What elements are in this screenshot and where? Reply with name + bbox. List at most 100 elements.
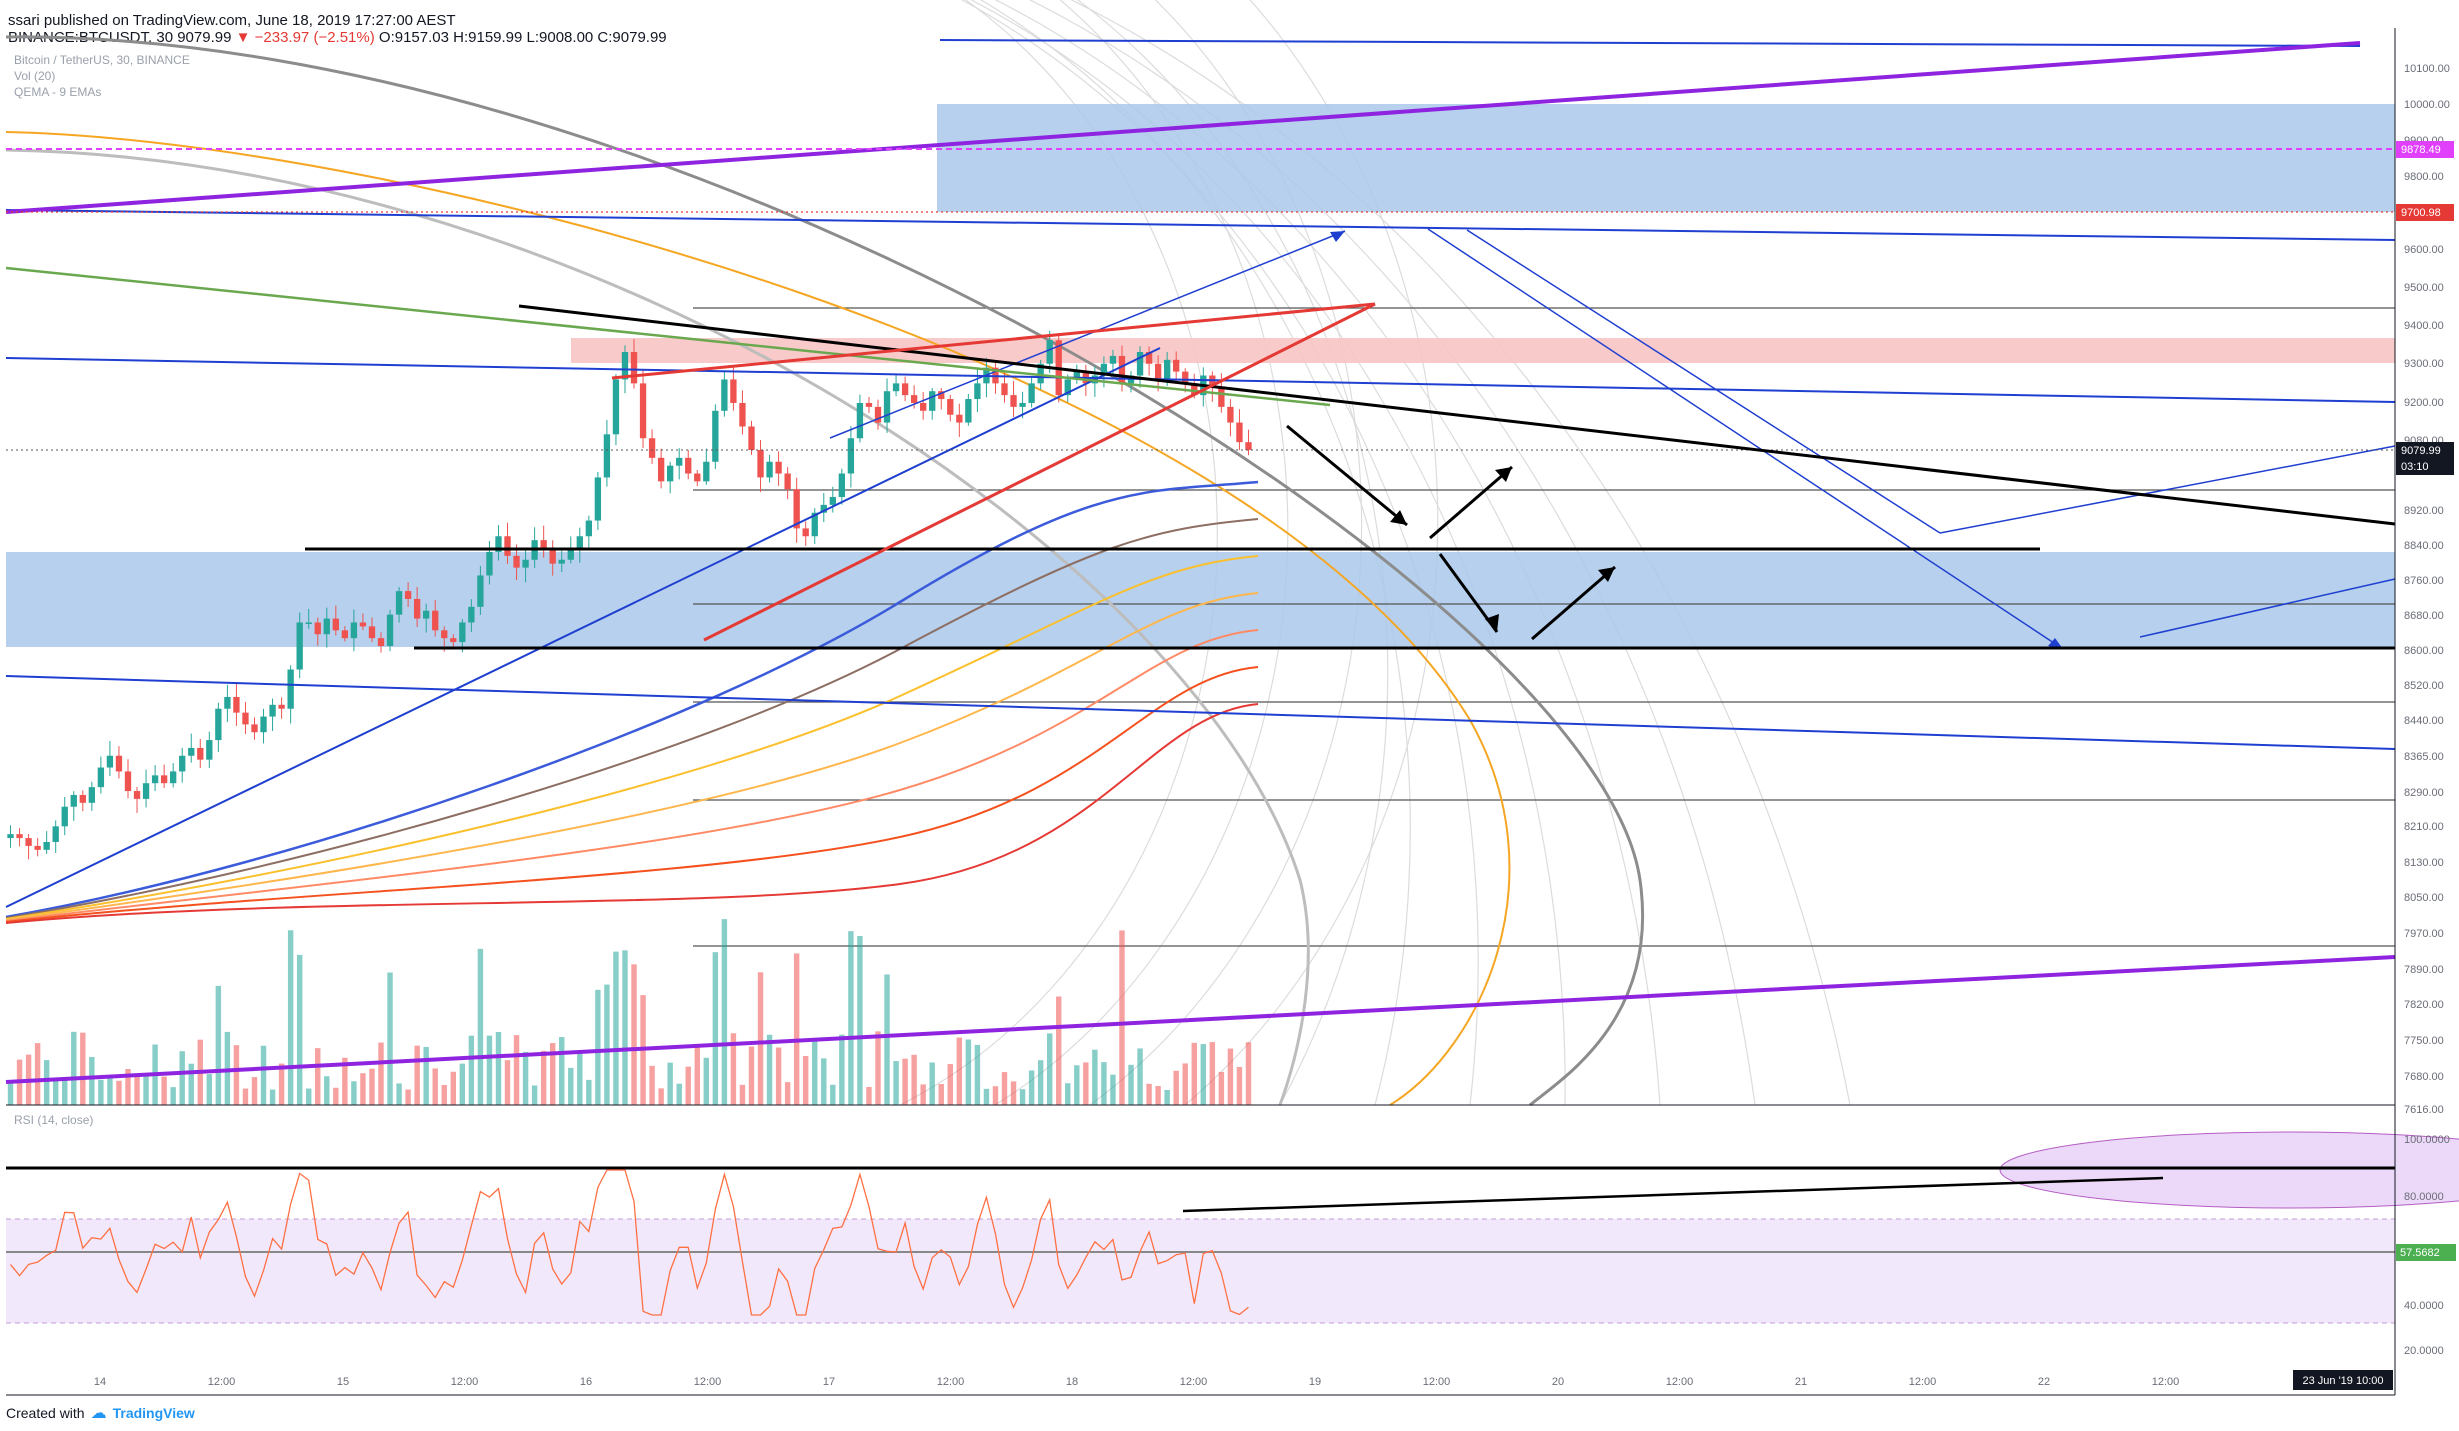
price-tag: 9700.98 — [2396, 204, 2454, 221]
candle-body — [1145, 352, 1153, 364]
blue-line-right[interactable] — [1939, 445, 2396, 534]
rsi-legend[interactable]: RSI (14, close) — [14, 1113, 94, 1127]
volume-bar — [306, 1088, 312, 1105]
support-zone[interactable] — [6, 552, 2395, 647]
volume-bar — [983, 1088, 990, 1105]
blue-line-right-lower[interactable] — [2139, 578, 2396, 638]
candle-body — [179, 755, 186, 772]
candle-body — [314, 622, 321, 635]
candle-body — [784, 473, 791, 490]
publisher-name[interactable]: ssari — [8, 12, 40, 29]
price-tag: 03:10 — [2396, 458, 2454, 475]
price-axis-label: 9500.00 — [2404, 282, 2444, 294]
time-axis-label: 22 — [2038, 1376, 2050, 1388]
volume-bar — [134, 1075, 140, 1105]
candle-body — [1245, 442, 1252, 450]
brand-name[interactable]: TradingView — [112, 1405, 195, 1421]
volume-bar — [522, 1051, 529, 1105]
created-with-text: Created with — [6, 1405, 85, 1421]
candle-body — [386, 614, 394, 646]
candle-body — [1019, 402, 1026, 407]
candle-body — [43, 842, 50, 850]
volume-bar — [676, 1083, 682, 1105]
volume-bar — [821, 1058, 827, 1105]
volume-bar — [43, 1060, 50, 1105]
rsi-line[interactable] — [9, 1169, 1249, 1316]
volume-bar — [188, 1063, 194, 1105]
candle-body — [947, 399, 954, 415]
blue-top-line[interactable] — [939, 39, 2361, 47]
volume-bar — [396, 1083, 402, 1105]
arrow-down-1[interactable] — [1286, 424, 1408, 527]
legend-symbol[interactable]: Bitcoin / TetherUS, 30, BINANCE — [14, 53, 190, 67]
candle-body — [567, 548, 574, 560]
time-axis-label: 12:00 — [1666, 1376, 1694, 1388]
volume-bar — [206, 1074, 213, 1105]
price-change: ▼ −233.97 (−2.51%) — [235, 29, 375, 46]
candle-body — [892, 383, 900, 392]
volume-bar — [468, 1035, 475, 1105]
blue-arrow-down-2[interactable] — [1466, 229, 1941, 534]
ema-line — [5, 555, 1259, 920]
blue-trend-mid[interactable] — [5, 357, 2396, 403]
price-axis-label: 8290.00 — [2404, 787, 2444, 799]
blue-arrow-up[interactable] — [829, 230, 1346, 439]
purple-trend-top[interactable] — [5, 41, 2361, 214]
candle-body — [766, 461, 773, 478]
grey-arc-inner[interactable] — [5, 148, 1310, 1106]
candle-body — [151, 775, 159, 784]
volume-bar — [568, 1067, 574, 1105]
blue-trend-lower[interactable] — [5, 675, 2396, 750]
candle-body — [630, 352, 638, 384]
time-axis-label: 15 — [337, 1376, 349, 1388]
volume-bar — [721, 919, 728, 1105]
green-trend-line[interactable] — [5, 266, 1331, 407]
red-wedge-upper[interactable] — [611, 302, 1376, 380]
volume-bar — [441, 1085, 447, 1105]
volume-bar — [107, 1076, 113, 1105]
candle-body — [377, 638, 385, 646]
arrow-up-2[interactable] — [1531, 565, 1616, 641]
legend-volume[interactable]: Vol (20) — [14, 69, 56, 83]
last-price: 9079.99 — [177, 29, 232, 46]
volume-bar — [685, 1066, 691, 1105]
rsi-black-trend[interactable] — [1182, 1176, 2164, 1213]
candle-body — [142, 783, 150, 799]
price-axis-label: 8680.00 — [2404, 610, 2444, 622]
candle-body — [639, 383, 647, 439]
candle-body — [775, 461, 782, 474]
resistance-zone[interactable] — [937, 104, 2395, 212]
candle-body — [170, 771, 177, 784]
candle-body — [1227, 406, 1234, 423]
candle-body — [1218, 387, 1225, 407]
candle-body — [730, 379, 737, 403]
volume-bar — [938, 1084, 944, 1105]
black-descending-trend[interactable] — [518, 304, 2396, 526]
arrow-up-1[interactable] — [1429, 465, 1513, 540]
time-axis-label: 14 — [94, 1376, 106, 1388]
candle-body — [242, 712, 249, 725]
blue-trend-upper[interactable] — [5, 209, 2396, 241]
ema-line — [5, 666, 1259, 923]
rsi-ellipse[interactable] — [1999, 1131, 2459, 1209]
purple-trend-bottom[interactable] — [5, 955, 2396, 1084]
candle-body — [974, 383, 981, 400]
candle-body — [1154, 363, 1162, 380]
candle-body — [459, 622, 466, 643]
blue-ascending-channel[interactable] — [5, 347, 1161, 908]
candle-body — [88, 787, 96, 803]
grey-arc-outer[interactable] — [5, 35, 1644, 1107]
legend-qema[interactable]: QEMA - 9 EMAs — [14, 85, 102, 99]
candle-body — [97, 767, 105, 788]
blue-arrow-down-1[interactable] — [1427, 228, 2064, 650]
time-axis-label: 12:00 — [1180, 1376, 1208, 1388]
red-wedge-lower[interactable] — [703, 302, 1376, 642]
candle-body — [468, 606, 475, 623]
volume-bar — [802, 1055, 809, 1105]
volume-bar — [577, 1050, 583, 1105]
fan-arc — [899, 0, 1218, 1106]
red-supply-zone[interactable] — [571, 338, 2395, 363]
volume-bar — [125, 1068, 131, 1105]
orange-arc[interactable] — [5, 131, 1511, 1106]
